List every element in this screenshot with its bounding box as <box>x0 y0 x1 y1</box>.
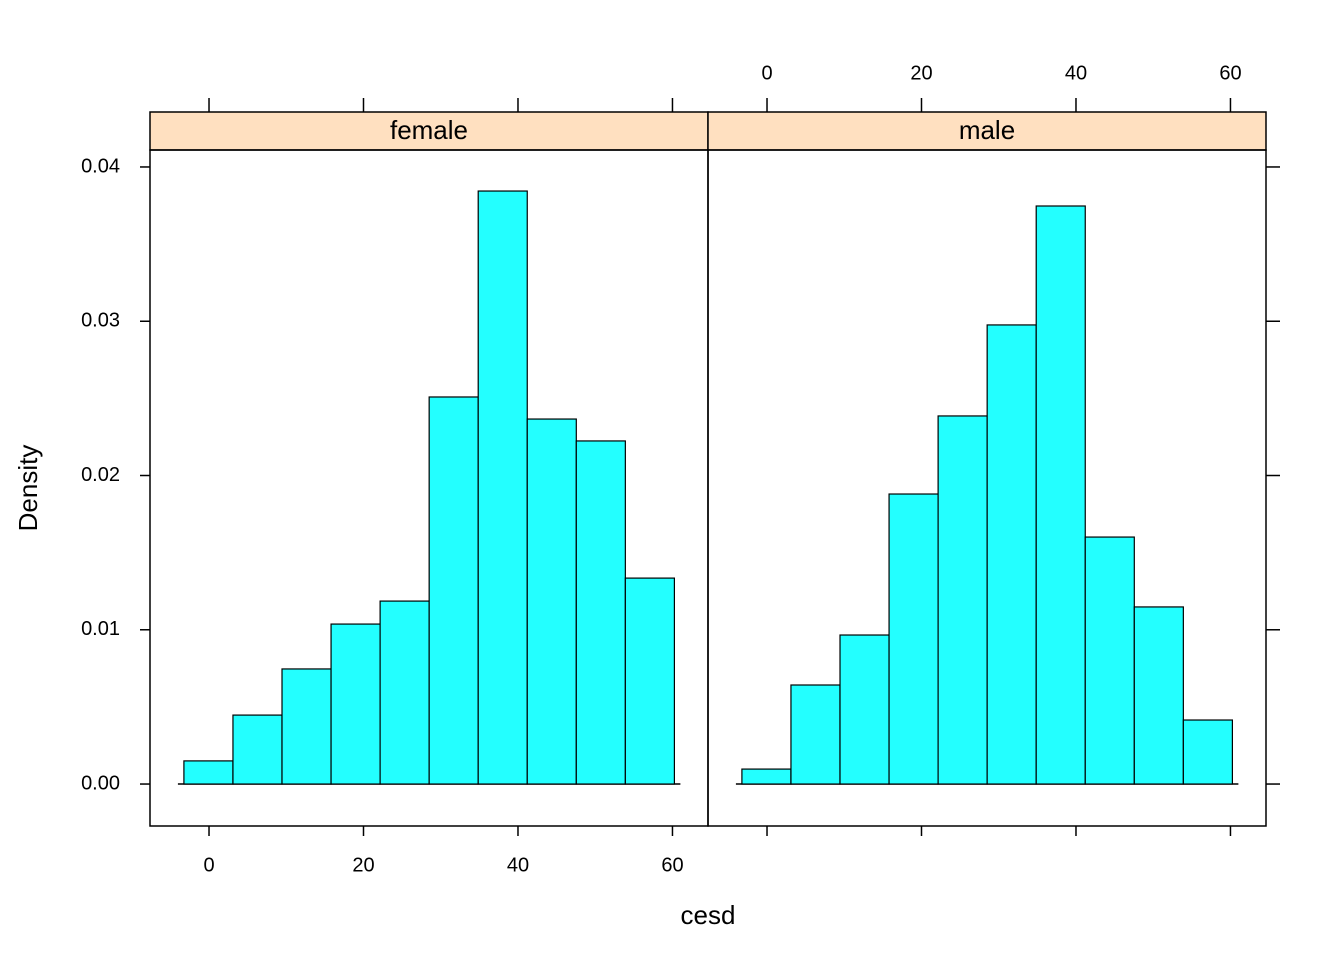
bar <box>526 418 577 785</box>
bar <box>888 493 939 785</box>
x-tick-label: 40 <box>507 854 529 876</box>
bar <box>741 768 792 785</box>
bar <box>183 760 234 785</box>
x-tick-label: 60 <box>661 854 683 876</box>
bar <box>1035 205 1086 785</box>
x-tick-label: 20 <box>910 62 932 84</box>
bar <box>937 415 988 785</box>
x-tick-label: 0 <box>761 62 772 84</box>
bar <box>379 600 430 785</box>
y-tick-label: 0.01 <box>81 618 120 640</box>
bar <box>790 684 841 785</box>
x-tick-label: 40 <box>1065 62 1087 84</box>
panel-border <box>707 149 1267 827</box>
x-tick-label: 0 <box>203 854 214 876</box>
y-tick-label: 0.03 <box>81 310 120 332</box>
bar <box>1133 606 1184 785</box>
bar <box>232 714 283 785</box>
x-axis-label: cesd <box>681 900 736 930</box>
bar <box>839 634 890 785</box>
bar <box>428 396 479 785</box>
strip <box>707 111 1267 151</box>
bar <box>575 440 626 785</box>
bar <box>1182 719 1233 785</box>
y-tick-label: 0.04 <box>81 155 120 177</box>
bar <box>624 577 675 785</box>
strip <box>149 111 709 151</box>
bar <box>330 623 381 785</box>
bar <box>281 668 332 785</box>
bar <box>1084 536 1135 785</box>
y-axis-label: Density <box>13 445 43 532</box>
x-tick-label: 20 <box>352 854 374 876</box>
y-tick-label: 0.02 <box>81 464 120 486</box>
bar <box>477 190 528 785</box>
strip-label: female <box>390 115 468 145</box>
x-tick-label: 60 <box>1219 62 1241 84</box>
bar <box>986 324 1037 785</box>
y-tick-label: 0.00 <box>81 772 120 794</box>
strip-label: male <box>959 115 1015 145</box>
